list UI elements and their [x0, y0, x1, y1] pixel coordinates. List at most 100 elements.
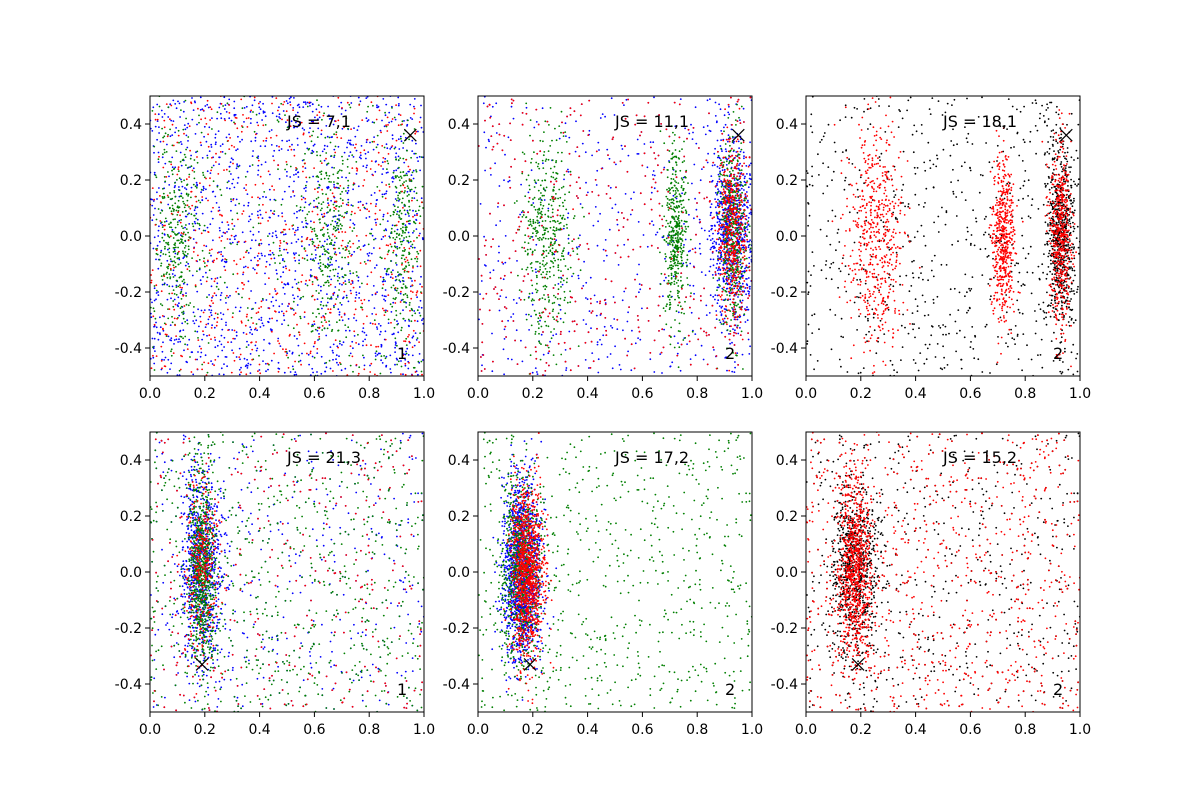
data-point [689, 358, 692, 360]
data-point [166, 143, 168, 146]
data-point [308, 363, 310, 366]
data-point [330, 296, 333, 298]
data-point [739, 162, 741, 165]
data-point [282, 348, 284, 351]
data-point [718, 218, 721, 221]
data-point [650, 191, 653, 194]
data-point [161, 127, 164, 130]
data-point [211, 217, 214, 220]
data-point [326, 243, 328, 246]
data-point [317, 118, 319, 120]
data-point [520, 183, 522, 186]
y-tick-label: -0.2 [115, 285, 142, 301]
data-point [160, 221, 163, 224]
data-point [374, 267, 376, 269]
data-point [385, 364, 388, 367]
data-point [688, 213, 690, 216]
data-point [416, 296, 418, 299]
data-point [152, 247, 155, 250]
data-point [305, 279, 307, 282]
data-point [707, 152, 709, 155]
data-point [354, 297, 357, 299]
data-point [323, 148, 326, 151]
data-point [412, 169, 415, 172]
data-point [260, 319, 263, 321]
data-point [329, 141, 332, 144]
data-point [196, 183, 199, 186]
data-point [512, 298, 515, 301]
data-point [178, 250, 180, 253]
data-point [177, 170, 180, 173]
data-point [709, 248, 712, 251]
data-point [672, 194, 675, 197]
data-point [306, 254, 308, 257]
data-point [407, 240, 410, 243]
data-point [184, 245, 187, 247]
data-point [278, 113, 281, 116]
data-point [673, 335, 676, 338]
data-point [164, 245, 166, 248]
data-point [525, 106, 528, 109]
data-point [183, 179, 186, 182]
data-point [391, 134, 394, 137]
data-point [240, 130, 243, 133]
data-point [352, 370, 354, 373]
data-point [226, 238, 229, 240]
data-point [185, 292, 187, 294]
data-point [743, 236, 746, 238]
data-point [278, 178, 281, 180]
data-point [393, 205, 396, 208]
data-point [388, 183, 390, 186]
data-point [723, 168, 726, 171]
data-point [723, 317, 726, 320]
data-point [295, 173, 297, 176]
data-point [746, 173, 748, 175]
data-point [256, 214, 259, 217]
data-point [184, 226, 186, 229]
data-point [421, 373, 423, 376]
data-point [334, 247, 336, 250]
data-point [307, 322, 310, 325]
data-point [316, 278, 319, 281]
data-point [203, 244, 206, 247]
data-point [389, 354, 392, 357]
data-point [411, 270, 414, 273]
data-point [353, 223, 356, 226]
data-point [210, 277, 213, 280]
data-point [739, 263, 742, 266]
data-point [346, 158, 349, 161]
data-point [283, 240, 285, 243]
data-point [742, 107, 745, 110]
data-point [599, 117, 602, 119]
data-point [409, 117, 412, 119]
data-point [206, 103, 209, 106]
data-point [411, 118, 414, 120]
data-point [403, 301, 405, 303]
data-point [585, 323, 587, 325]
data-point [236, 287, 239, 290]
data-point [323, 215, 326, 218]
data-point [332, 343, 335, 346]
data-point [162, 329, 165, 332]
data-point [373, 140, 375, 143]
data-point [208, 294, 211, 296]
data-point [167, 133, 170, 136]
data-point [400, 212, 403, 215]
data-point [652, 224, 655, 226]
data-point [394, 175, 397, 177]
data-point [338, 231, 340, 234]
data-point [234, 238, 236, 241]
data-point [673, 346, 676, 349]
data-point [206, 154, 209, 157]
data-point [346, 166, 349, 168]
data-point [716, 302, 719, 305]
data-point [480, 280, 483, 282]
data-point [355, 173, 358, 175]
data-point [299, 121, 302, 123]
data-point [355, 235, 358, 237]
data-point [340, 316, 343, 318]
data-point [165, 335, 168, 337]
data-point [292, 228, 294, 230]
data-point [233, 107, 236, 110]
data-point [317, 308, 320, 310]
